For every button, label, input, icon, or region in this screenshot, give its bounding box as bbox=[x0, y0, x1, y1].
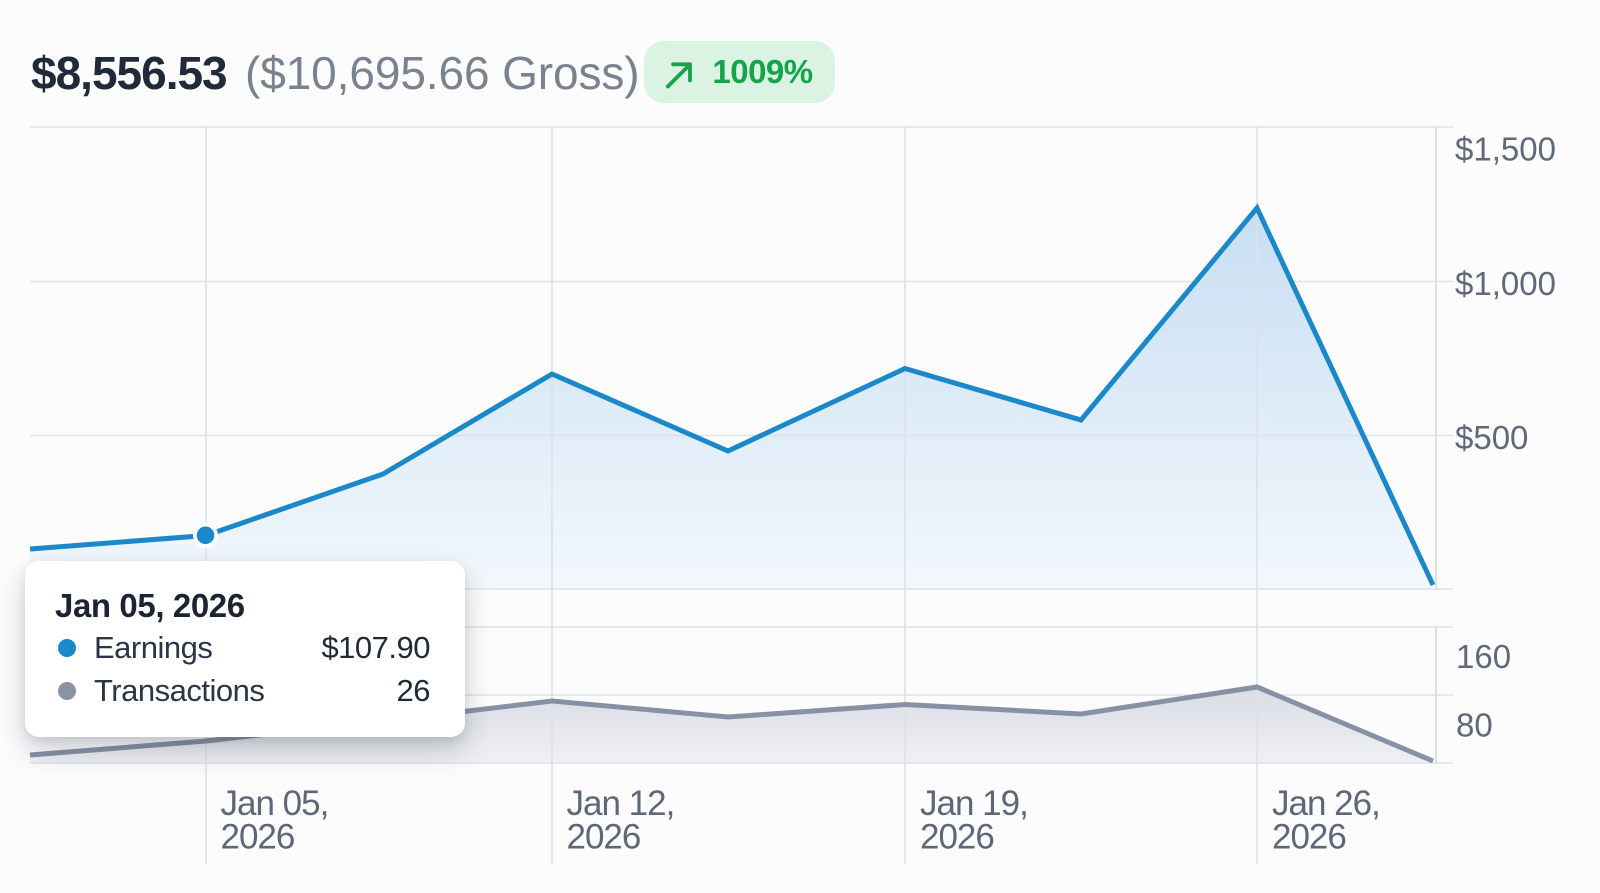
svg-text:2026: 2026 bbox=[920, 818, 994, 857]
svg-text:Jan 05,: Jan 05, bbox=[221, 784, 329, 823]
svg-text:$500: $500 bbox=[1455, 419, 1528, 456]
svg-text:2026: 2026 bbox=[221, 818, 295, 857]
svg-text:Jan 12,: Jan 12, bbox=[567, 784, 675, 823]
svg-text:80: 80 bbox=[1456, 707, 1493, 744]
svg-text:2026: 2026 bbox=[1272, 818, 1346, 857]
svg-text:160: 160 bbox=[1456, 638, 1511, 675]
svg-text:$1,000: $1,000 bbox=[1455, 265, 1556, 302]
svg-text:2026: 2026 bbox=[567, 818, 641, 857]
svg-text:Jan 26,: Jan 26, bbox=[1272, 784, 1380, 823]
svg-text:$1,500: $1,500 bbox=[1455, 131, 1556, 168]
svg-text:Jan 19,: Jan 19, bbox=[920, 784, 1028, 823]
